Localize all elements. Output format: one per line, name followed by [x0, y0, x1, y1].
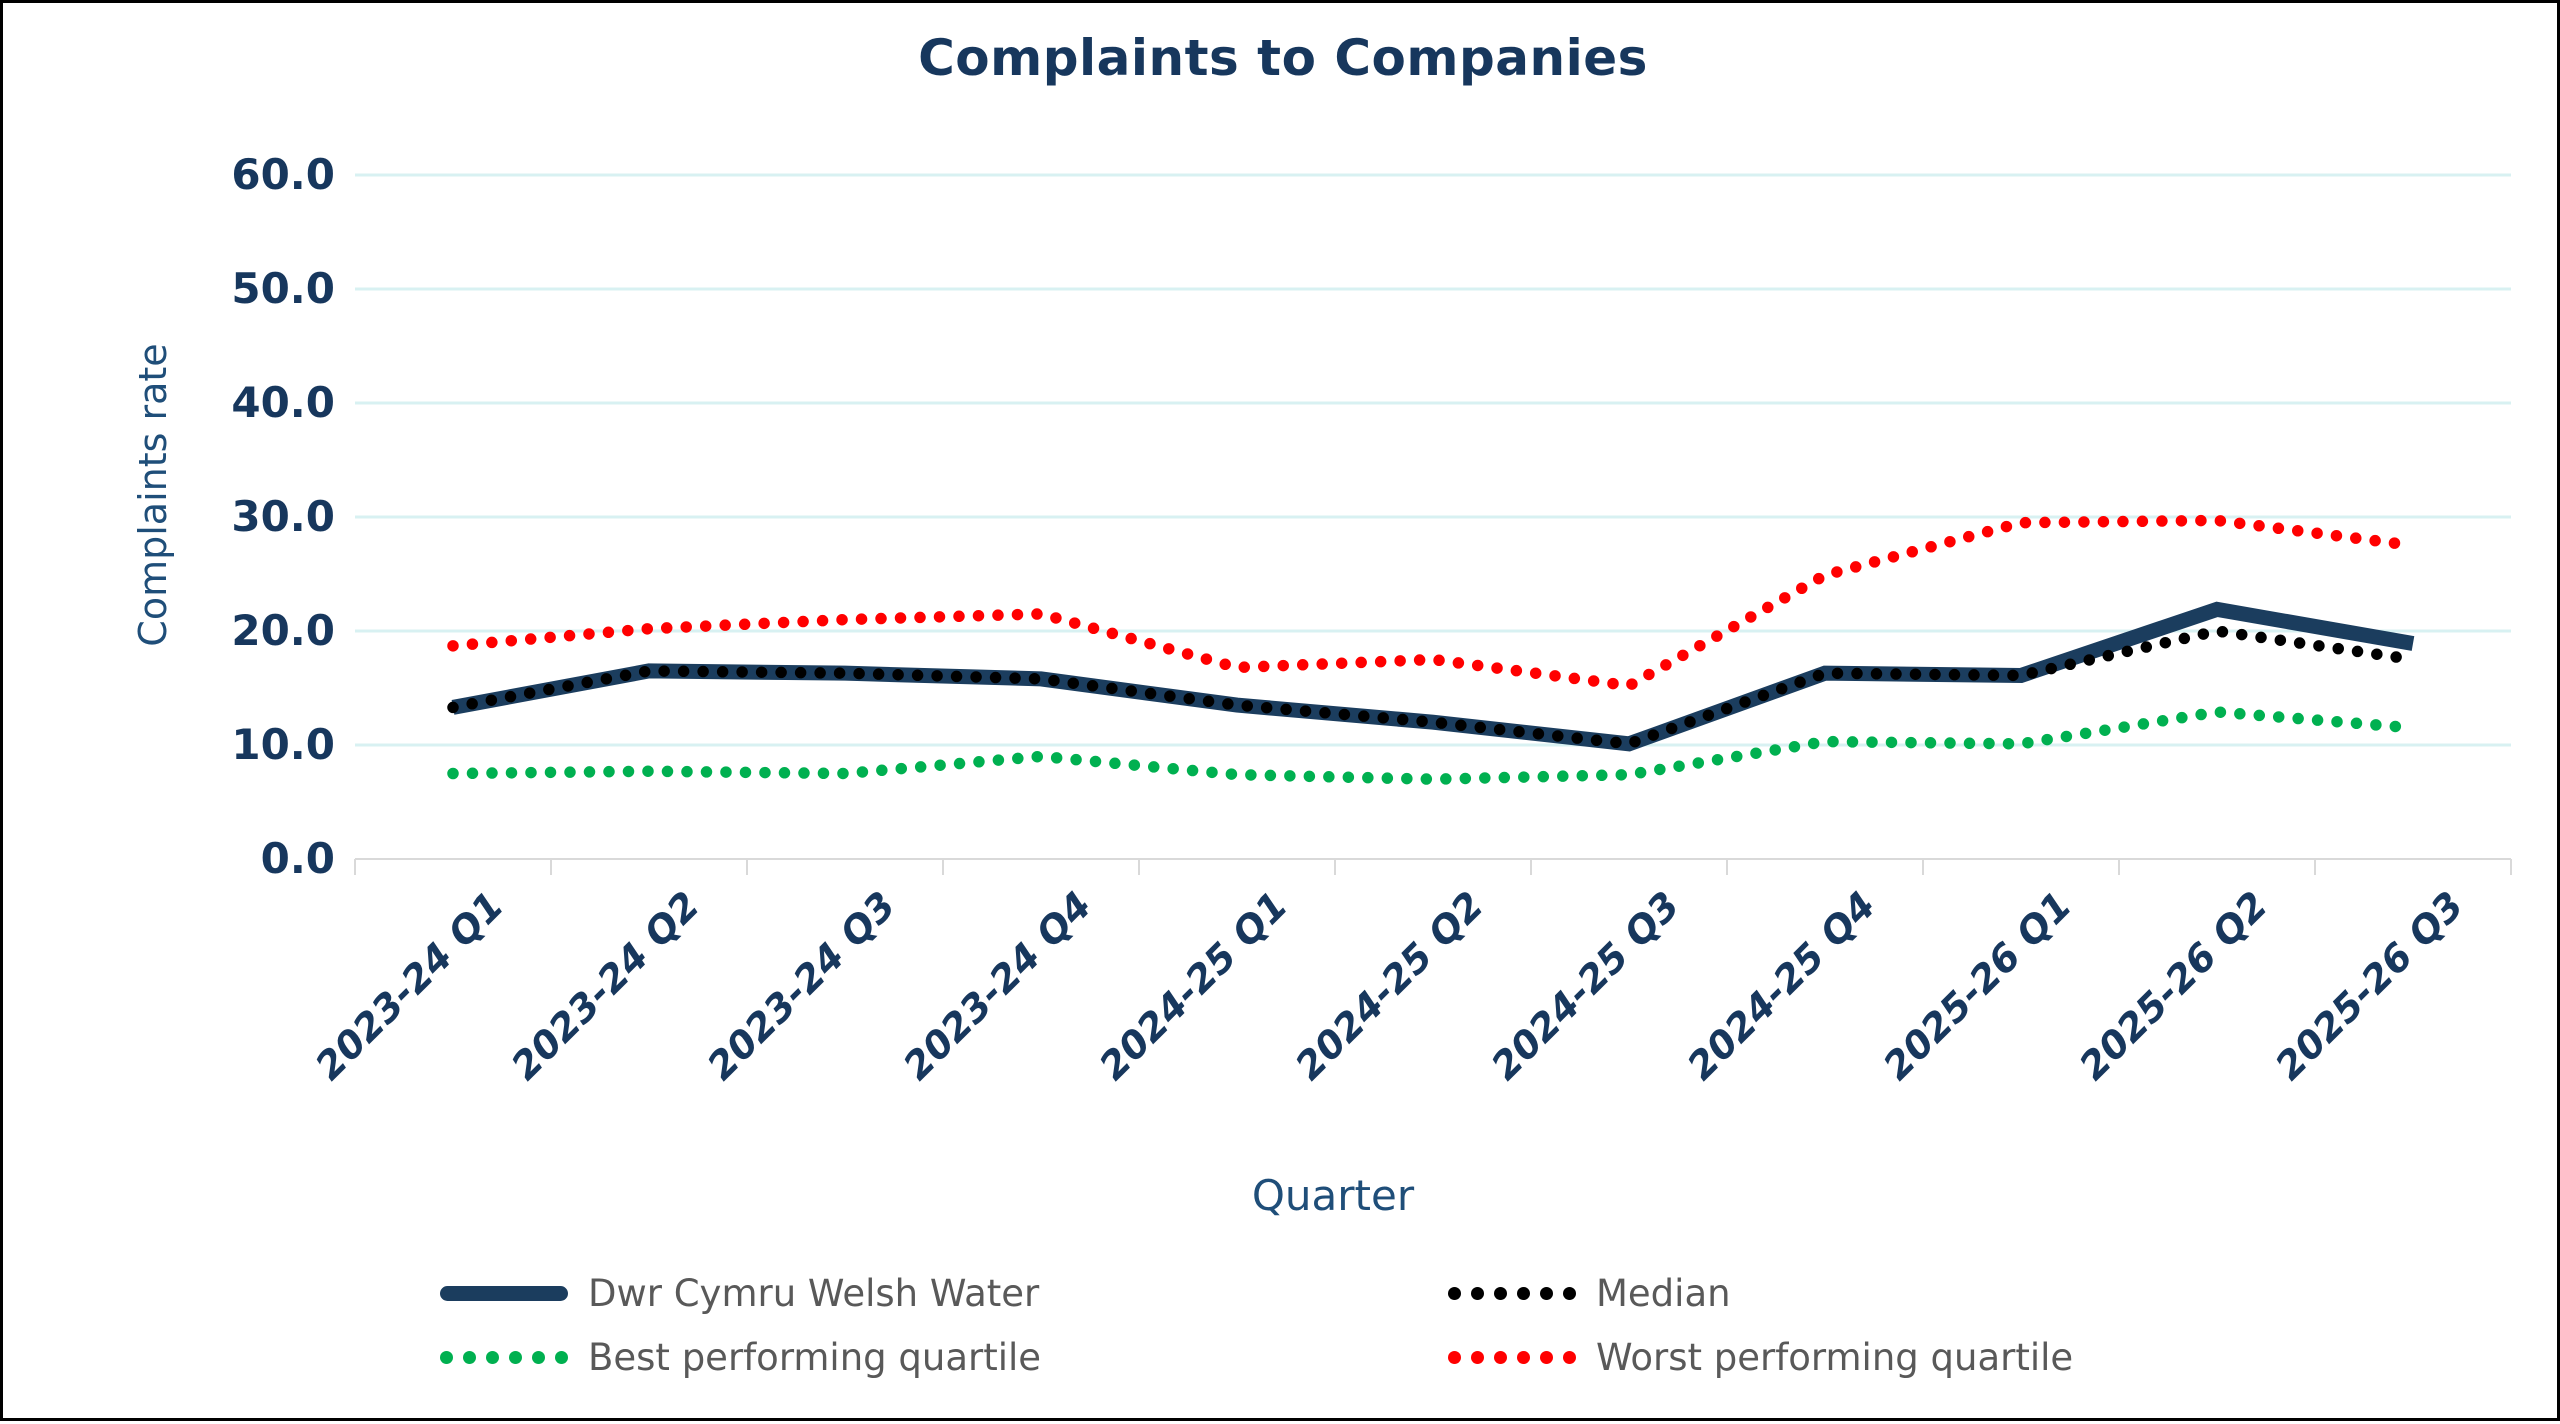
legend-item-median: Median	[1448, 1266, 1731, 1320]
legend-item-dwr-cymru-welsh-water: Dwr Cymru Welsh Water	[440, 1266, 1039, 1320]
legend-label: Worst performing quartile	[1596, 1335, 2074, 1379]
y-tick-label: 30.0	[231, 492, 335, 541]
y-tick-label: 20.0	[231, 606, 335, 655]
y-tick-label: 50.0	[231, 264, 335, 313]
x-axis-label: Quarter	[1251, 1171, 1415, 1220]
y-tick-label: 0.0	[260, 834, 335, 883]
y-tick-label: 10.0	[231, 720, 335, 769]
y-tick-label: 60.0	[231, 150, 335, 199]
legend-marker	[440, 1350, 568, 1364]
legend-item-worst-performing-quartile: Worst performing quartile	[1448, 1330, 2073, 1384]
series-median	[447, 625, 2419, 750]
series-best-performing-quartile	[447, 706, 2419, 785]
y-tick-label: 40.0	[231, 378, 335, 427]
chart-title: Complaints to Companies	[918, 29, 1648, 87]
legend-label: Best performing quartile	[588, 1335, 1042, 1379]
legend-marker	[1448, 1350, 1576, 1364]
legend-label: Median	[1596, 1271, 1731, 1315]
legend-label: Dwr Cymru Welsh Water	[588, 1271, 1040, 1315]
series-worst-performing-quartile	[447, 514, 2419, 692]
legend-marker	[1448, 1286, 1576, 1300]
legend-marker	[440, 1285, 568, 1301]
plot-area	[354, 173, 2512, 875]
legend-item-best-performing-quartile: Best performing quartile	[440, 1330, 1041, 1384]
